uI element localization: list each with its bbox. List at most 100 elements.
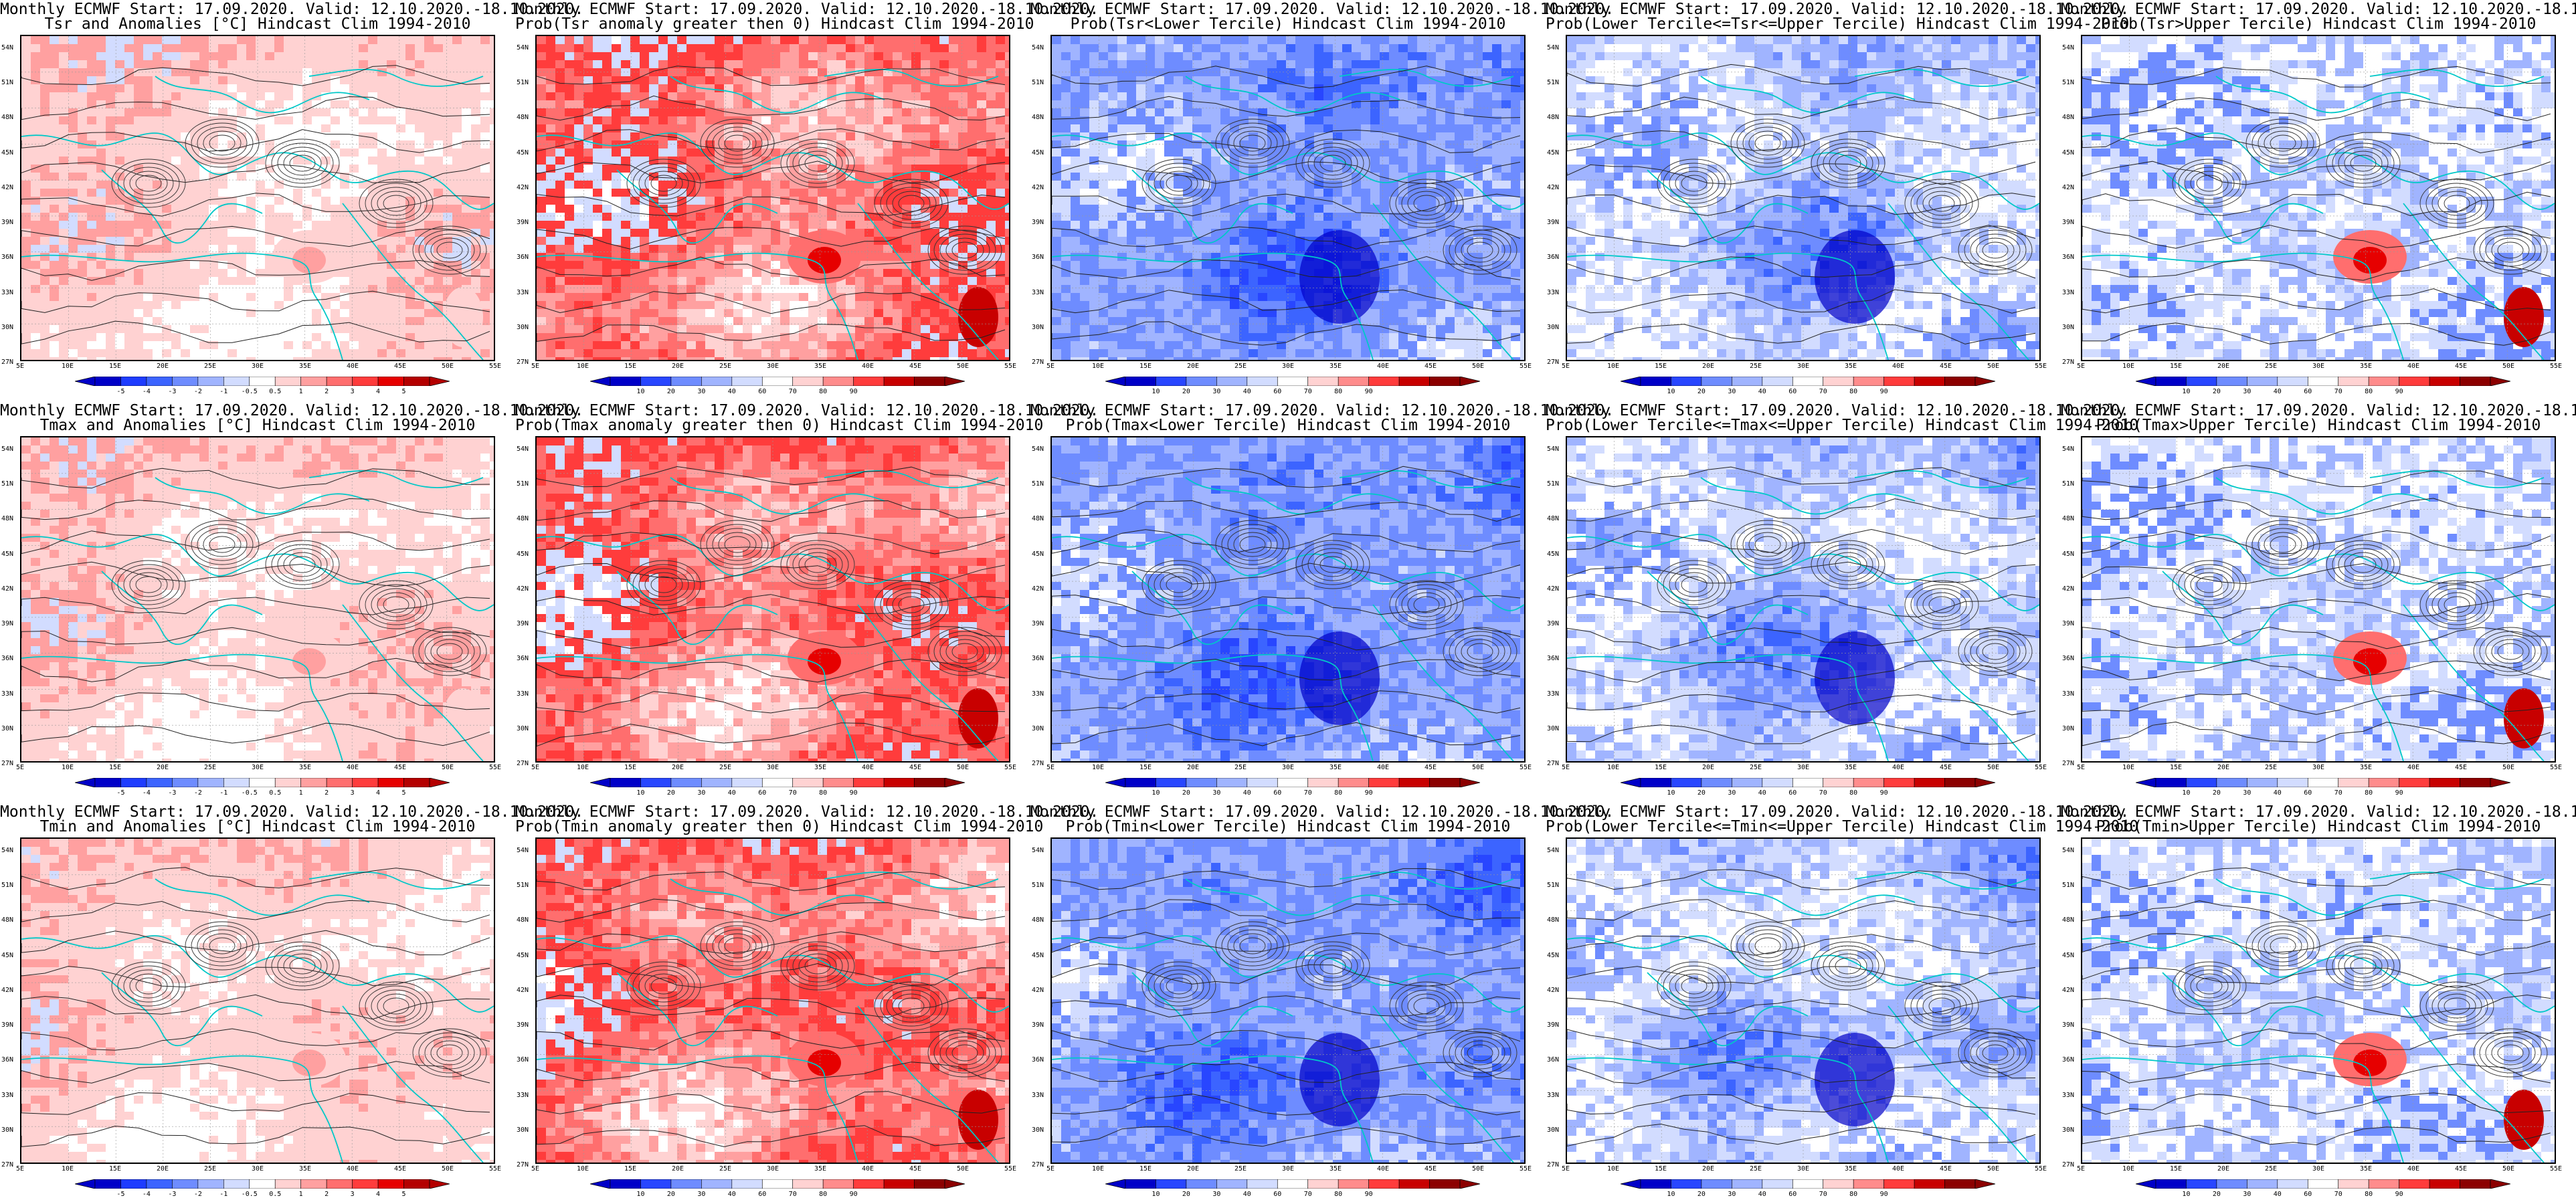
lon-tick-label: 15E [624, 1165, 636, 1173]
panel-header-line: Monthly ECMWF Start: 17.09.2020. Valid: … [0, 804, 583, 820]
lat-tick-label: 54N [2062, 44, 2074, 52]
lon-tick-label: 55E [2035, 1165, 2047, 1173]
colorbar-tick-label: 80 [2365, 789, 2373, 797]
lat-tick-label: 33N [1032, 289, 1044, 296]
colorbar-tick-label: -1 [219, 789, 227, 797]
colorbar-tick-label: 70 [1819, 789, 1827, 797]
colorbar-tick-label: 0.5 [269, 388, 281, 395]
map-panel-tmin-1: Monthly ECMWF Start: 17.09.2020. Valid: … [0, 803, 583, 1204]
colorbar-tick-label: -1 [219, 388, 227, 395]
lon-tick-label: 5E [1562, 363, 1570, 370]
lat-tick-label: 30N [517, 1126, 529, 1134]
colorbar [1620, 1179, 1996, 1189]
lon-tick-label: 15E [109, 1165, 121, 1173]
lon-tick-label: 35E [2360, 363, 2372, 370]
lon-tick-label: 40E [1892, 764, 1904, 771]
map-panel-tmax-1: Monthly ECMWF Start: 17.09.2020. Valid: … [0, 401, 583, 803]
lat-tick-label: 27N [1032, 359, 1044, 366]
colorbar [74, 376, 450, 387]
lat-tick-label: 36N [2062, 1056, 2074, 1064]
map-area [1566, 837, 2041, 1164]
colorbar-tick-label: 20 [1182, 1191, 1190, 1198]
lat-tick-label: 54N [517, 445, 529, 453]
panel-title: Prob(Lower Tercile<=Tmin<=Upper Tercile)… [1546, 819, 2138, 835]
lat-tick-label: 45N [1547, 149, 1559, 157]
lon-tick-label: 25E [1750, 363, 1762, 370]
lat-tick-label: 27N [1, 760, 13, 767]
lat-tick-label: 51N [517, 480, 529, 488]
lat-tick-label: 27N [517, 1161, 529, 1169]
panel-header-line: Monthly ECMWF Start: 17.09.2020. Valid: … [0, 403, 583, 419]
lon-tick-label: 50E [2502, 363, 2514, 370]
lat-tick-label: 42N [1547, 184, 1559, 191]
lon-tick-label: 10E [62, 363, 74, 370]
lon-tick-label: 20E [1702, 764, 1714, 771]
lon-tick-label: 20E [157, 1165, 169, 1173]
lat-tick-label: 27N [517, 760, 529, 767]
lon-tick-label: 45E [394, 363, 406, 370]
lat-tick-label: 39N [2062, 620, 2074, 627]
lon-tick-label: 50E [957, 764, 969, 771]
lon-tick-label: 30E [1282, 764, 1294, 771]
lat-tick-label: 51N [2062, 480, 2074, 488]
colorbar-tick-label: 90 [1880, 388, 1888, 395]
lon-tick-label: 45E [1940, 1165, 1952, 1173]
lon-tick-label: 40E [1377, 363, 1389, 370]
lon-tick-label: 20E [2217, 764, 2229, 771]
lon-tick-label: 5E [531, 363, 539, 370]
lon-tick-label: 45E [2455, 764, 2467, 771]
colorbar-tick-label: 30 [697, 388, 705, 395]
lon-tick-label: 35E [1845, 764, 1857, 771]
lat-tick-label: 27N [517, 359, 529, 366]
panel-title: Prob(Tsr anomaly greater then 0) Hindcas… [515, 16, 1034, 32]
panel-title: Prob(Tsr<Lower Tercile) Hindcast Clim 19… [1030, 16, 1546, 32]
colorbar-tick-label: 90 [850, 1191, 858, 1198]
colorbar-tick-label: 80 [2365, 1191, 2373, 1198]
colorbar-tick-label: -4 [143, 1191, 151, 1198]
lon-tick-label: 5E [1562, 764, 1570, 771]
lat-tick-label: 48N [1032, 515, 1044, 522]
lon-tick-label: 55E [1520, 363, 1532, 370]
panel-title: Prob(Lower Tercile<=Tsr<=Upper Tercile) … [1546, 16, 2129, 32]
panel-title: Tsr and Anomalies [°C] Hindcast Clim 199… [0, 16, 515, 32]
lon-tick-label: 45E [909, 764, 921, 771]
colorbar-tick-label: 2 [325, 388, 329, 395]
lon-tick-label: 15E [1139, 1165, 1152, 1173]
colorbar-tick-label: 60 [1273, 789, 1281, 797]
lat-tick-label: 54N [1032, 44, 1044, 52]
lat-tick-label: 48N [517, 114, 529, 121]
lon-tick-label: 25E [2265, 764, 2277, 771]
lat-tick-label: 42N [1032, 585, 1044, 593]
lat-tick-label: 39N [1547, 1021, 1559, 1029]
lat-tick-label: 27N [1547, 1161, 1559, 1169]
colorbar-tick-label: 70 [2334, 1191, 2342, 1198]
colorbar-tick-label: 70 [1304, 388, 1312, 395]
colorbar-tick-label: 20 [667, 789, 675, 797]
lat-tick-label: 27N [1032, 760, 1044, 767]
lat-tick-label: 51N [2062, 882, 2074, 889]
colorbar-tick-label: 10 [2182, 789, 2190, 797]
lon-tick-label: 10E [62, 1165, 74, 1173]
colorbar-tick-label: 90 [1880, 789, 1888, 797]
lat-tick-label: 54N [1547, 847, 1559, 854]
colorbar-tick-label: 30 [2243, 789, 2251, 797]
colorbar-tick-label: 40 [2274, 1191, 2282, 1198]
lon-tick-label: 40E [862, 764, 874, 771]
lat-tick-label: 33N [1, 690, 13, 698]
lat-tick-label: 45N [1, 550, 13, 558]
lon-tick-label: 20E [1187, 363, 1199, 370]
lon-tick-label: 20E [1702, 1165, 1714, 1173]
lon-tick-label: 10E [1607, 1165, 1619, 1173]
lat-tick-label: 42N [1, 184, 13, 191]
lon-tick-label: 30E [2312, 363, 2324, 370]
lon-tick-label: 20E [672, 1165, 684, 1173]
map-area [2081, 35, 2556, 361]
lon-tick-label: 5E [16, 363, 24, 370]
lat-tick-label: 39N [2062, 1021, 2074, 1029]
map-area [535, 436, 1010, 763]
lat-tick-label: 27N [2062, 359, 2074, 366]
lon-tick-label: 30E [252, 363, 264, 370]
colorbar-tick-label: 1 [299, 789, 303, 797]
lon-tick-label: 55E [2550, 1165, 2562, 1173]
colorbar-tick-label: -0.5 [242, 1191, 258, 1198]
